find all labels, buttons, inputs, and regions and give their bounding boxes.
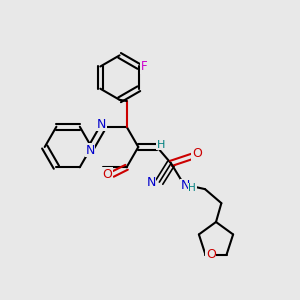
Text: N: N <box>85 143 95 157</box>
Text: O: O <box>102 168 112 181</box>
Text: H: H <box>188 183 196 193</box>
Text: F: F <box>141 60 148 73</box>
Text: N: N <box>146 176 156 189</box>
Text: N: N <box>181 179 190 192</box>
Text: O: O <box>206 248 216 261</box>
Text: H: H <box>156 140 165 150</box>
Text: N: N <box>97 118 106 131</box>
Text: O: O <box>192 148 202 160</box>
